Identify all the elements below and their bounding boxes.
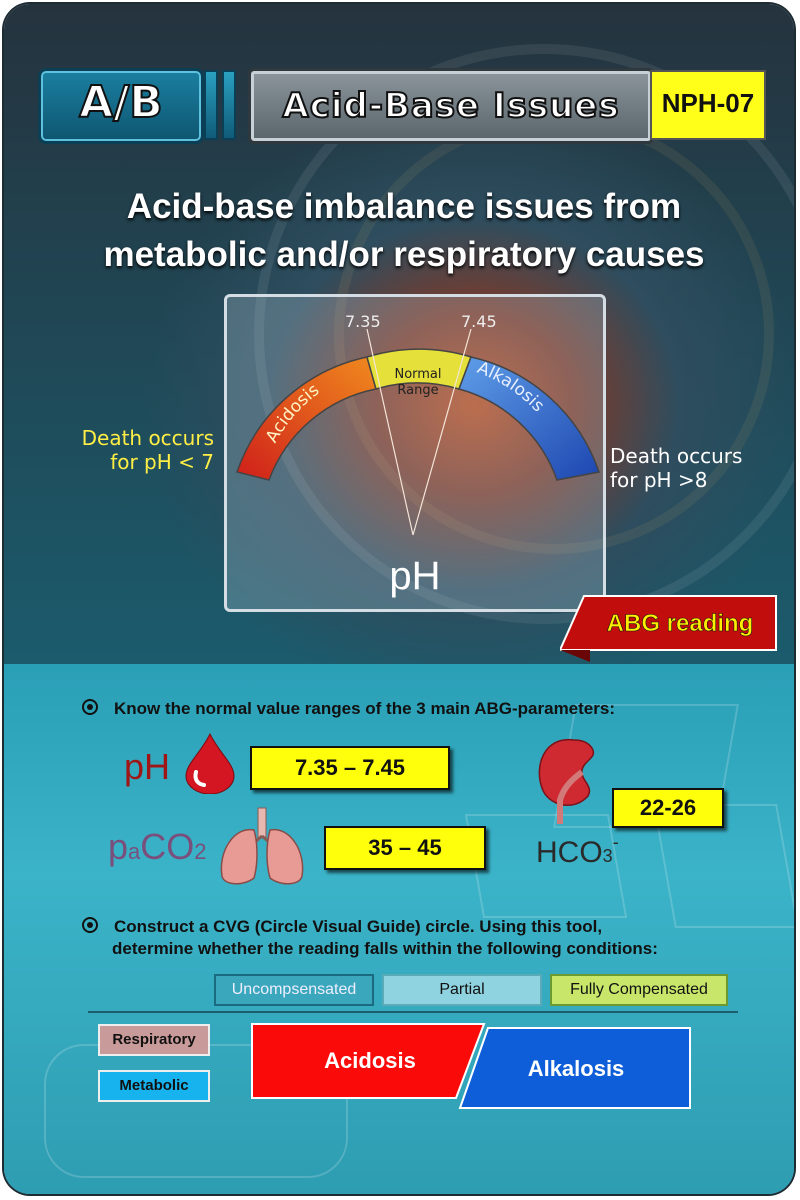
target-bullet-icon [82,699,98,715]
hco3-range-value: 22-26 [639,795,697,820]
section-badge-label: A/B [78,76,164,129]
normal-range-label-2: Range [397,383,438,398]
hco3-minus: - [612,832,619,852]
code-tag: NPH-07 [650,70,766,140]
paco2-p: p [108,826,129,867]
code-label: NPH-07 [661,88,755,118]
alkalosis-segment [458,356,600,481]
headline-line-2: metabolic and/or respiratory causes [103,235,705,274]
paco2-param-label: paCO2 [108,826,207,868]
normal-range-label-1: Normal [394,367,441,382]
gauge-axis-label: pH [389,554,440,598]
alkalosis-box [458,1027,691,1109]
acidosis-segment [236,356,377,481]
title-plate: Acid-Base Issues [248,68,654,144]
death-high-line-1: Death occurs [610,444,743,468]
header-divider [222,70,236,140]
respiratory-chip: Respiratory [98,1024,210,1056]
alkalosis-box-label: Alkalosis [528,1056,625,1081]
hco3-hco: HCO [536,836,603,869]
acid-alkalosis-shapes: Acidosis Alkalosis [251,1023,691,1109]
high-tick-line [412,328,472,536]
death-high-line-2: for pH >8 [610,468,708,492]
abg-section: Know the normal value ranges of the 3 ma… [4,664,794,1194]
paco2-co: CO [140,826,195,867]
target-bullet-icon [82,917,98,933]
separator-line [88,1011,738,1013]
ph-param-label: pH [124,746,171,787]
low-tick-label: 7.35 [345,312,381,331]
bullet-cvg-line-2: determine whether the reading falls with… [112,939,658,958]
ph-range-value: 7.35 – 7.45 [294,755,406,780]
legend-partial-label: Partial [439,981,485,998]
legend-uncompensated-label: Uncompsensated [231,981,357,998]
acidosis-box-label: Acidosis [324,1048,416,1073]
header-divider [204,70,218,140]
hco3-param-label: HCO3- [536,832,619,870]
infographic-card: A/B Acid-Base Issues NPH-07 Acid-base im… [4,4,794,1194]
page-title: Acid-Base Issues [281,85,620,127]
death-low-line-2: for pH < 7 [110,450,214,474]
legend-partial: Partial [382,974,542,1006]
paco2-2: 2 [194,839,207,864]
blood-drop-icon [185,732,235,794]
bullet-normal-ranges: Know the normal value ranges of the 3 ma… [82,698,615,719]
abg-reading-ribbon: ABG reading [558,594,780,664]
bullet-normal-ranges-text: Know the normal value ranges of the 3 ma… [114,699,615,718]
section-badge: A/B [38,68,204,144]
paco2-range-value: 35 – 45 [368,835,442,860]
acidosis-box [251,1023,486,1099]
death-low-note: Death occurs for pH < 7 [62,426,214,474]
hco3-range-box: 22-26 [612,788,724,828]
legend-fully-compensated-label: Fully Compensated [570,981,708,998]
paco2-a: a [128,839,141,864]
death-low-line-1: Death occurs [81,426,214,450]
ribbon-shape: ABG reading [558,595,777,662]
metabolic-chip: Metabolic [98,1070,210,1102]
bullet-cvg: Construct a CVG (Circle Visual Guide) ci… [82,916,658,960]
kidney-icon [538,739,595,824]
ph-gauge-panel: 7.35 7.45 Acidosis Alkalosis Normal Rang… [224,294,606,612]
metabolic-chip-label: Metabolic [119,1077,189,1094]
legend-uncompensated: Uncompsensated [214,974,374,1006]
death-high-note: Death occurs for pH >8 [610,444,742,492]
hco3-3: 3 [602,846,613,866]
paco2-range-box: 35 – 45 [324,826,486,870]
bullet-cvg-line-1: Construct a CVG (Circle Visual Guide) ci… [114,917,603,936]
high-tick-label: 7.45 [461,312,497,331]
low-tick-line [366,328,414,536]
headline-line-1: Acid-base imbalance issues from [126,187,682,226]
ph-range-box: 7.35 – 7.45 [250,746,450,790]
lungs-icon [220,807,304,885]
ribbon-label: ABG reading [607,610,754,637]
legend-fully-compensated: Fully Compensated [550,974,728,1006]
ph-gauge: 7.35 7.45 Acidosis Alkalosis Normal Rang… [236,312,600,598]
background-swirl [254,44,794,624]
respiratory-chip-label: Respiratory [112,1031,196,1048]
